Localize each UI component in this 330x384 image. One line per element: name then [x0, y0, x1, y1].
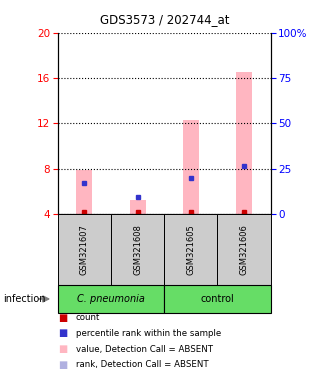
- Text: GDS3573 / 202744_at: GDS3573 / 202744_at: [100, 13, 230, 26]
- Text: rank, Detection Call = ABSENT: rank, Detection Call = ABSENT: [76, 361, 209, 369]
- Text: percentile rank within the sample: percentile rank within the sample: [76, 329, 221, 338]
- Text: value, Detection Call = ABSENT: value, Detection Call = ABSENT: [76, 345, 213, 354]
- Bar: [183, 120, 199, 214]
- Bar: [58, 285, 164, 313]
- Bar: [164, 285, 271, 313]
- Bar: [236, 72, 252, 214]
- Text: count: count: [76, 313, 100, 322]
- Bar: [76, 170, 92, 214]
- Text: GSM321607: GSM321607: [80, 224, 89, 275]
- Text: GSM321605: GSM321605: [186, 224, 195, 275]
- Bar: [111, 214, 164, 285]
- Text: infection: infection: [3, 294, 46, 304]
- Text: ■: ■: [58, 328, 67, 338]
- Bar: [217, 214, 271, 285]
- Text: C. pneumonia: C. pneumonia: [77, 294, 145, 304]
- Text: ■: ■: [58, 313, 67, 323]
- Bar: [164, 214, 217, 285]
- Text: ■: ■: [58, 360, 67, 370]
- Text: GSM321606: GSM321606: [240, 224, 248, 275]
- Text: control: control: [201, 294, 234, 304]
- Bar: [130, 200, 146, 214]
- Text: GSM321608: GSM321608: [133, 224, 142, 275]
- Text: ■: ■: [58, 344, 67, 354]
- Bar: [58, 214, 111, 285]
